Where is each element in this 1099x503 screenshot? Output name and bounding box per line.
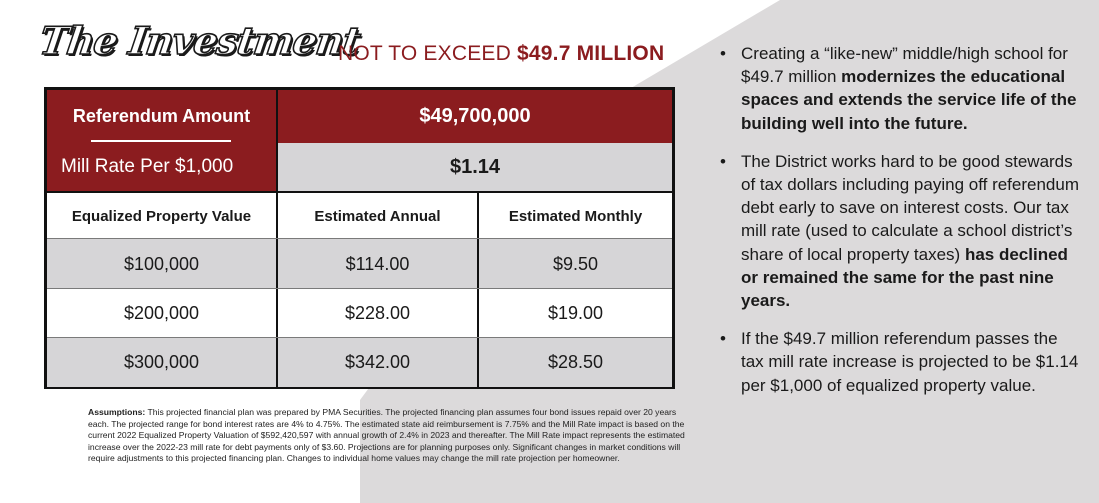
bullet-list: • Creating a “like-new” middle/high scho… xyxy=(720,42,1080,412)
annual-cell: $228.00 xyxy=(276,289,477,338)
list-item: • Creating a “like-new” middle/high scho… xyxy=(720,42,1080,135)
table-row: $300,000 $342.00 $28.50 xyxy=(47,337,672,387)
investment-table: Referendum Amount $49,700,000 Mill Rate … xyxy=(44,87,675,389)
page-title: The Investment xyxy=(36,17,363,64)
bullet-icon: • xyxy=(720,44,726,63)
property-value-cell: $300,000 xyxy=(47,338,276,387)
bullet-text: If the $49.7 million referendum passes t… xyxy=(741,329,1079,395)
table-row: $200,000 $228.00 $19.00 xyxy=(47,288,672,338)
assumptions-label: Assumptions: xyxy=(88,407,146,417)
bullet-bold-text: modernizes the educational spaces and ex… xyxy=(741,67,1077,133)
list-item: • The District works hard to be good ste… xyxy=(720,150,1080,312)
column-header: Estimated Annual xyxy=(276,193,477,240)
label-divider xyxy=(91,140,231,142)
monthly-cell: $28.50 xyxy=(477,338,672,387)
subtitle-amount: $49.7 MILLION xyxy=(517,42,665,65)
referendum-label: Referendum Amount xyxy=(47,90,276,143)
monthly-cell: $19.00 xyxy=(477,289,672,338)
header: The Investment NOT TO EXCEED $49.7 MILLI… xyxy=(36,14,680,78)
mill-rate-value: $1.14 xyxy=(276,143,672,191)
bullet-icon: • xyxy=(720,329,726,349)
mill-rate-label: Mill Rate Per $1,000 xyxy=(47,143,276,191)
mill-rate-row: Mill Rate Per $1,000 $1.14 xyxy=(47,143,672,191)
subtitle: NOT TO EXCEED $49.7 MILLION xyxy=(338,42,664,66)
referendum-value: $49,700,000 xyxy=(276,90,672,143)
table-header-row: Equalized Property Value Estimated Annua… xyxy=(47,191,672,240)
bullet-text: Creating a “like-new” middle/high school… xyxy=(741,44,1068,87)
bullet-text: The District works hard to be good stewa… xyxy=(741,151,1079,264)
property-value-cell: $100,000 xyxy=(47,239,276,289)
column-header: Equalized Property Value xyxy=(47,193,276,240)
column-header: Estimated Monthly xyxy=(477,193,672,240)
table-row: $100,000 $114.00 $9.50 xyxy=(47,238,672,289)
annual-cell: $342.00 xyxy=(276,338,477,387)
assumptions-text: This projected financial plan was prepar… xyxy=(88,407,685,464)
property-value-cell: $200,000 xyxy=(47,289,276,338)
bullet-bold-text: has declined or remained the same for th… xyxy=(741,244,1068,311)
monthly-cell: $9.50 xyxy=(477,239,672,289)
bullet-icon: • xyxy=(720,151,726,171)
referendum-row: Referendum Amount $49,700,000 xyxy=(47,90,672,143)
annual-cell: $114.00 xyxy=(276,239,477,289)
assumptions-note: Assumptions: This projected financial pl… xyxy=(88,407,686,465)
subtitle-prefix: NOT TO EXCEED xyxy=(338,42,518,65)
list-item: • If the $49.7 million referendum passes… xyxy=(720,327,1080,397)
